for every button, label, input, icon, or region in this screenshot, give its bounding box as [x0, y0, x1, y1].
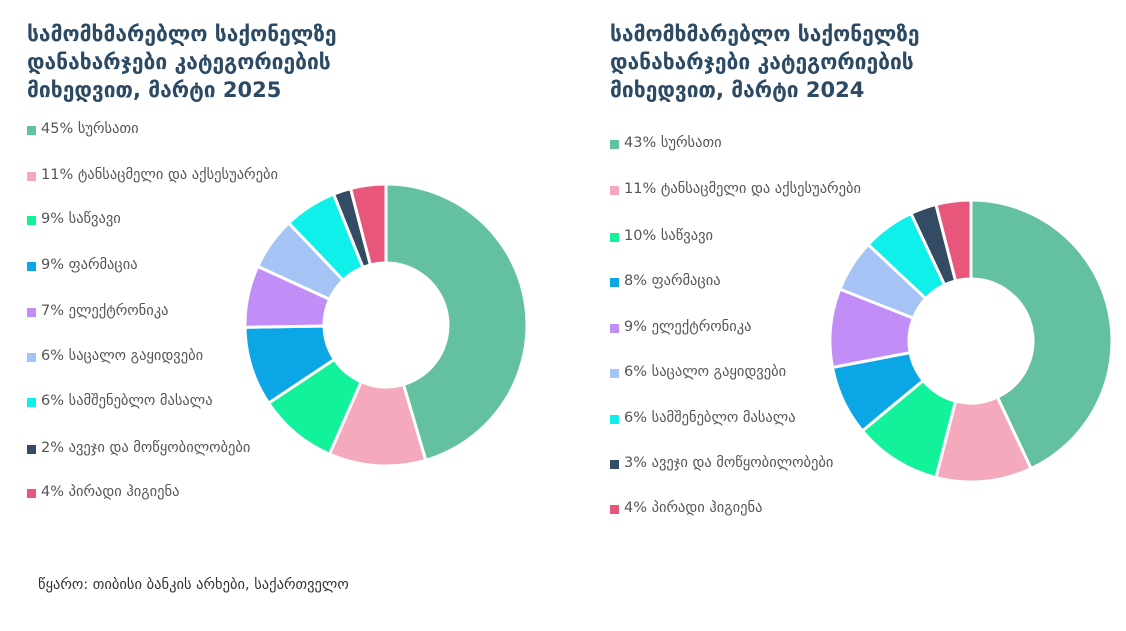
- legend-label: 9% ელექტრონიკა: [624, 319, 752, 335]
- legend-item: 9% საწვავი: [27, 208, 341, 231]
- legend-item: 6% საცალო გაყიდვები: [27, 345, 341, 368]
- legend-label: 2% ავეჯი და მოწყობილობები: [41, 440, 251, 456]
- legend-item: 11% ტანსაცმელი და აქსესუარები: [27, 164, 341, 187]
- legend-swatch: [27, 172, 36, 181]
- legend-item: 45% სურსათი: [27, 118, 341, 141]
- donut-slice-2025-0: [384, 182, 529, 463]
- legend-label: 43% სურსათი: [624, 135, 722, 151]
- legend-label: 9% ფარმაცია: [41, 257, 138, 273]
- legend-swatch: [610, 233, 619, 242]
- legend-label: 6% საცალო გაყიდვები: [41, 348, 204, 364]
- legend-swatch: [27, 262, 36, 271]
- donut-slice-2025-8: [348, 182, 388, 267]
- legend-item: 9% ელექტრონიკა: [610, 316, 924, 339]
- legend-label: 6% სამშენებლო მასალა: [41, 393, 213, 409]
- legend-swatch: [610, 415, 619, 424]
- legend-item: 2% ავეჯი და მოწყობილობები: [27, 437, 341, 460]
- legend-swatch: [610, 369, 619, 378]
- legend-swatch: [27, 308, 36, 317]
- chart-title-2024: სამომხმარებლო საქონელზე დანახარჯები კატე…: [610, 22, 920, 102]
- legend-item: 6% სამშენებლო მასალა: [610, 407, 924, 430]
- legend-swatch: [27, 216, 36, 225]
- legend-item: 10% საწვავი: [610, 225, 924, 248]
- legend-label: 6% საცალო გაყიდვები: [624, 364, 787, 380]
- legend-item: 6% სამშენებლო მასალა: [27, 390, 341, 413]
- legend-swatch: [610, 278, 619, 287]
- legend-label: 7% ელექტრონიკა: [41, 303, 169, 319]
- legend-swatch: [610, 140, 619, 149]
- legend-swatch: [27, 489, 36, 498]
- legend-swatch: [27, 353, 36, 362]
- legend-label: 9% საწვავი: [41, 211, 121, 227]
- legend-item: 4% პირადი ჰიგიენა: [610, 497, 924, 520]
- legend-label: 45% სურსათი: [41, 121, 139, 137]
- legend-label: 10% საწვავი: [624, 228, 714, 244]
- legend-item: 11% ტანსაცმელი და აქსესუარები: [610, 178, 924, 201]
- source-note: წყარო: თიბისი ბანკის არხები, საქართველო: [38, 577, 349, 593]
- legend-label: 6% სამშენებლო მასალა: [624, 410, 796, 426]
- legend-label: 8% ფარმაცია: [624, 273, 721, 289]
- legend-swatch: [610, 324, 619, 333]
- legend-item: 6% საცალო გაყიდვები: [610, 361, 924, 384]
- legend-label: 4% პირადი ჰიგიენა: [41, 484, 180, 500]
- legend-label: 11% ტანსაცმელი და აქსესუარები: [624, 181, 861, 197]
- legend-item: 3% ავეჯი და მოწყობილობები: [610, 452, 924, 475]
- legend-swatch: [27, 126, 36, 135]
- chart-title-2025: სამომხმარებლო საქონელზე დანახარჯები კატე…: [27, 22, 337, 102]
- legend-label: 4% პირადი ჰიგიენა: [624, 500, 763, 516]
- legend-swatch: [610, 186, 619, 195]
- legend-item: 7% ელექტრონიკა: [27, 300, 341, 323]
- legend-swatch: [27, 398, 36, 407]
- legend-item: 9% ფარმაცია: [27, 254, 341, 277]
- legend-swatch: [610, 460, 619, 469]
- legend-item: 4% პირადი ჰიგიენა: [27, 481, 341, 504]
- legend-label: 11% ტანსაცმელი და აქსესუარები: [41, 167, 278, 183]
- legend-item: 43% სურსათი: [610, 132, 924, 155]
- legend-swatch: [610, 505, 619, 514]
- legend-item: 8% ფარმაცია: [610, 270, 924, 293]
- donut-slice-2024-0: [969, 198, 1114, 471]
- donut-slice-2024-8: [934, 198, 973, 283]
- legend-label: 3% ავეჯი და მოწყობილობები: [624, 455, 834, 471]
- legend-swatch: [27, 445, 36, 454]
